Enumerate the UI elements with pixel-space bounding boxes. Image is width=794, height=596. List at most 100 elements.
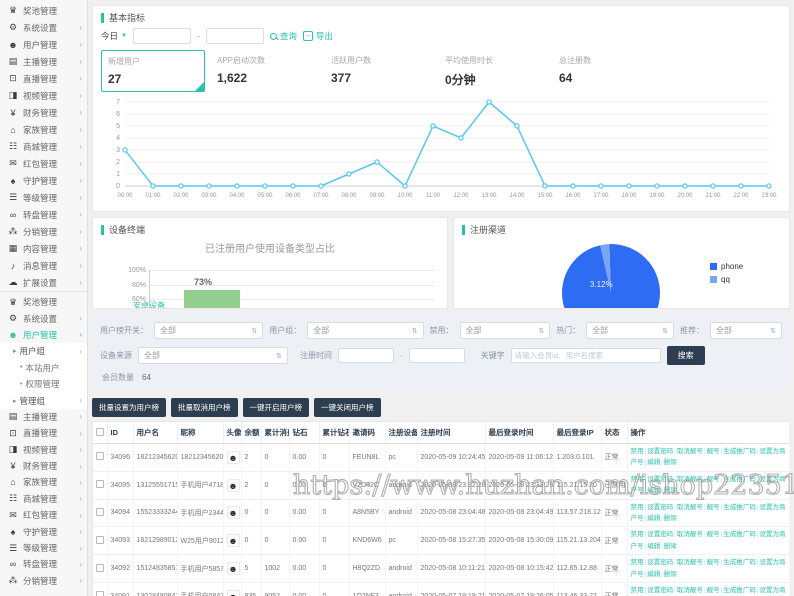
action-link[interactable]: 生成推广码 xyxy=(723,559,756,567)
sidebar-item[interactable]: ☻ 用户管理 › xyxy=(0,327,87,343)
filter-select[interactable]: 全部 ⇅ xyxy=(307,322,424,339)
legend-item[interactable]: qq xyxy=(710,275,743,284)
action-link[interactable]: 设置为商户号 xyxy=(630,559,786,578)
action-link[interactable]: 生成推广码 xyxy=(723,531,756,539)
register-time-from-input[interactable] xyxy=(338,348,394,363)
device-source-select[interactable]: 全部 ⇅ xyxy=(138,347,288,364)
sidebar-item[interactable]: ⊡ 直播管理 › xyxy=(0,425,87,441)
sidebar-item[interactable]: ☁ 扩展设置 › xyxy=(0,274,87,291)
bulk-action-button[interactable]: 批量设置为用户榜 xyxy=(92,398,166,417)
sidebar-item[interactable]: ⌂ 家族管理 › xyxy=(0,121,87,138)
bulk-action-button[interactable]: 批量取消用户榜 xyxy=(171,398,238,417)
sidebar-item[interactable]: ⚙ 系统设置 › xyxy=(0,19,87,36)
action-link[interactable]: 靓号 xyxy=(706,559,720,567)
filter-select[interactable]: 全部 ⇅ xyxy=(586,322,674,339)
sidebar-item[interactable]: ¥ 财务管理 › xyxy=(0,458,87,474)
action-link[interactable]: 靓号 xyxy=(706,586,720,594)
action-link[interactable]: 删除 xyxy=(663,542,677,550)
action-link[interactable]: 设置密码 xyxy=(647,448,674,455)
action-link[interactable]: 删除 xyxy=(663,514,677,522)
sidebar-item[interactable]: ⌂ 家族管理 › xyxy=(0,474,87,490)
action-link[interactable]: 禁用 xyxy=(630,448,644,455)
row-checkbox[interactable] xyxy=(96,563,104,572)
action-link[interactable]: 禁用 xyxy=(630,559,644,567)
action-link[interactable]: 设置为商户号 xyxy=(759,586,786,594)
register-time-to-input[interactable] xyxy=(408,348,465,363)
sidebar-item[interactable]: ✉ 红包管理 › xyxy=(0,155,87,172)
action-link[interactable]: 编辑 xyxy=(647,459,661,467)
sidebar-item[interactable]: ¥ 财务管理 › xyxy=(0,104,87,121)
sidebar-item[interactable]: ☷ 商城管理 › xyxy=(0,491,87,507)
legend-item[interactable]: phone xyxy=(710,262,743,271)
select-all-checkbox[interactable] xyxy=(96,427,104,436)
action-link[interactable]: 删除 xyxy=(663,459,677,467)
action-link[interactable]: 取消靓号 xyxy=(676,559,703,567)
row-checkbox[interactable] xyxy=(96,535,104,544)
row-checkbox[interactable] xyxy=(96,452,104,461)
sidebar-item[interactable]: ♛ 奖池管理 xyxy=(0,294,87,310)
row-checkbox[interactable] xyxy=(96,591,104,596)
action-link[interactable]: 设置为商户号 xyxy=(630,503,786,522)
action-link[interactable]: 设置为商户号 xyxy=(630,475,786,495)
action-link[interactable]: 取消靓号 xyxy=(676,503,703,511)
sidebar-item[interactable]: ▤ 主播管理 › xyxy=(0,409,87,425)
action-link[interactable]: 设置密码 xyxy=(647,531,674,539)
sidebar-item[interactable]: ▦ 内容管理 › xyxy=(0,240,87,257)
sidebar-item[interactable]: ∞ 转盘管理 › xyxy=(0,556,87,572)
action-link[interactable]: 设置为商户号 xyxy=(630,448,786,467)
action-link[interactable]: 靓号 xyxy=(706,503,720,511)
sidebar-item[interactable]: ▸ 管理组 › xyxy=(0,392,87,409)
filter-select[interactable]: 全部 ⇅ xyxy=(709,322,782,339)
sidebar-item[interactable]: ☰ 等级管理 › xyxy=(0,189,87,206)
sidebar-item[interactable]: ▤ 主播管理 › xyxy=(0,53,87,70)
action-link[interactable]: 禁用 xyxy=(630,531,644,539)
action-link[interactable]: 删除 xyxy=(663,570,677,578)
sidebar-item[interactable]: ◨ 视频管理 › xyxy=(0,442,87,458)
sidebar-item[interactable]: ✉ 红包管理 › xyxy=(0,507,87,523)
sidebar-item[interactable]: ∞ 转盘管理 › xyxy=(0,206,87,223)
date-range-select[interactable]: 今日 ▼ xyxy=(101,30,127,42)
bulk-action-button[interactable]: 一键关闭用户榜 xyxy=(314,398,381,417)
action-link[interactable]: 取消靓号 xyxy=(676,531,703,539)
sidebar-item[interactable]: ♪ 消息管理 › xyxy=(0,257,87,274)
action-link[interactable]: 取消靓号 xyxy=(676,448,703,455)
action-link[interactable]: 编辑 xyxy=(647,487,661,495)
sidebar-item[interactable]: ☰ 等级管理 › xyxy=(0,540,87,556)
action-link[interactable]: 生成推广码 xyxy=(723,503,756,511)
sidebar-item[interactable]: ♠ 守护管理 › xyxy=(0,523,87,539)
filter-select[interactable]: 全部 ⇅ xyxy=(459,322,551,339)
action-link[interactable]: 禁用 xyxy=(630,586,644,594)
action-link[interactable]: 设置密码 xyxy=(647,503,674,511)
action-link[interactable]: 编辑 xyxy=(647,514,661,522)
sidebar-item[interactable]: • 本站用户 xyxy=(0,359,87,376)
action-link[interactable]: 靓号 xyxy=(706,475,720,483)
sidebar-item[interactable]: ▸ 用户组 › xyxy=(0,343,87,360)
filter-select[interactable]: 全部 ⇅ xyxy=(154,322,264,339)
action-link[interactable]: 设置密码 xyxy=(647,475,674,483)
action-link[interactable]: 取消靓号 xyxy=(676,475,703,483)
action-link[interactable]: 编辑 xyxy=(647,570,661,578)
date-to-input[interactable] xyxy=(205,28,264,44)
action-link[interactable]: 取消靓号 xyxy=(676,586,703,594)
action-link[interactable]: 靓号 xyxy=(706,448,720,455)
sidebar-item[interactable]: ⊡ 直播管理 › xyxy=(0,70,87,87)
action-link[interactable]: 生成推广码 xyxy=(723,475,756,483)
sidebar-item[interactable]: ☷ 商城管理 › xyxy=(0,138,87,155)
sidebar-item[interactable]: • 权限管理 xyxy=(0,375,87,393)
keyword-input[interactable] xyxy=(510,348,661,363)
sidebar-item[interactable]: ⁂ 分销管理 › xyxy=(0,573,87,589)
sidebar-item[interactable]: ⁂ 分销管理 › xyxy=(0,223,87,240)
action-link[interactable]: 生成推广码 xyxy=(723,586,756,594)
row-checkbox[interactable] xyxy=(96,480,104,489)
sidebar-item[interactable]: ◨ 视频管理 › xyxy=(0,87,87,104)
action-link[interactable]: 设置密码 xyxy=(647,586,674,594)
row-checkbox[interactable] xyxy=(96,507,104,516)
search-button[interactable]: 搜索 xyxy=(666,346,705,365)
stat-card-highlight[interactable]: 新增用户 27 xyxy=(101,50,205,92)
sidebar-item[interactable]: ♠ 守护管理 › xyxy=(0,172,87,189)
action-link[interactable]: 禁用 xyxy=(630,475,644,483)
action-link[interactable]: 删除 xyxy=(663,487,677,495)
action-link[interactable]: 禁用 xyxy=(630,503,644,511)
date-from-input[interactable] xyxy=(132,28,191,44)
bulk-action-button[interactable]: 一键开启用户榜 xyxy=(242,398,309,417)
